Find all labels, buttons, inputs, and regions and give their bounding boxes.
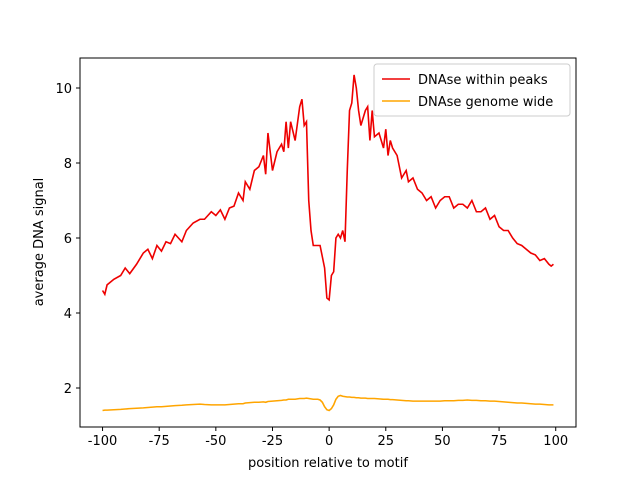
x-tick-label: 25 xyxy=(378,434,395,449)
legend-label: DNAse genome wide xyxy=(418,95,553,110)
x-tick-label: 50 xyxy=(434,434,451,449)
line-series xyxy=(101,74,554,302)
legend-label: DNAse within peaks xyxy=(418,73,548,88)
x-axis-label: position relative to motif xyxy=(248,456,408,471)
y-axis-label: average DNA signal xyxy=(32,178,47,307)
x-tick-label: -100 xyxy=(88,434,118,449)
x-tick-label: 75 xyxy=(491,434,508,449)
legend: DNAse within peaks DNAse genome wide xyxy=(373,63,571,117)
legend-box xyxy=(373,63,571,117)
y-tick-label: 2 xyxy=(64,382,72,397)
plot-frame xyxy=(79,57,577,428)
x-tick-label: -50 xyxy=(205,434,226,449)
x-tick-label: -25 xyxy=(262,434,283,449)
x-tick-label: -75 xyxy=(149,434,170,449)
y-tick-label: 10 xyxy=(55,82,72,97)
x-tick-label: 0 xyxy=(325,434,333,449)
x-tick-label: 100 xyxy=(543,434,568,449)
y-tick-label: 8 xyxy=(64,157,72,172)
y-tick-label: 6 xyxy=(64,232,72,247)
y-tick-label: 4 xyxy=(64,307,72,322)
line-series xyxy=(102,394,554,412)
